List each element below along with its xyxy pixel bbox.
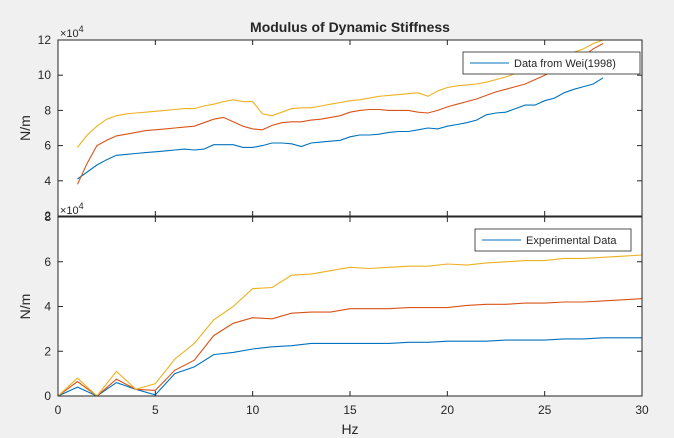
x-tick-label: 30: [635, 403, 649, 417]
y-tick-label: 2: [44, 344, 51, 358]
legend-entry: Data from Wei(1998): [514, 58, 616, 70]
y-tick-label: 10: [38, 68, 52, 82]
y-exponent-label: ×104: [60, 24, 84, 40]
y-exponent-label: ×104: [60, 201, 84, 217]
legend-entry: Experimental Data: [526, 235, 617, 247]
legend[interactable]: Experimental Data: [474, 228, 632, 252]
legend-box: [474, 228, 632, 252]
series-line-2: [77, 43, 604, 185]
y-axis-label: N/m: [17, 115, 33, 141]
y-tick-label: 4: [44, 174, 51, 188]
y-tick-label: 6: [44, 255, 51, 269]
y-tick-label: 4: [44, 300, 51, 314]
series-line-2: [58, 298, 642, 396]
x-tick-label: 15: [343, 403, 357, 417]
top-axes[interactable]: 2 4 6 8 10 12 ×104 N/m Data from Wei(1998): [17, 24, 643, 223]
y-tick-label: 12: [38, 33, 52, 47]
chart-title: Modulus of Dynamic Stiffness: [250, 19, 450, 35]
series-line-3: [58, 254, 642, 396]
legend[interactable]: Data from Wei(1998): [462, 51, 641, 75]
legend-box: [462, 51, 641, 75]
x-axis-label: Hz: [341, 421, 358, 437]
y-axis-label: N/m: [17, 294, 33, 320]
y-tick-label: 6: [44, 139, 51, 153]
x-tick-label: 20: [441, 403, 455, 417]
y-tick-label: 8: [44, 210, 51, 224]
x-tick-label: 0: [55, 403, 62, 417]
x-tick-label: 10: [246, 403, 260, 417]
series-line-1: [77, 77, 604, 180]
y-tick-label: 2: [44, 209, 51, 223]
y-tick-label: 8: [44, 103, 51, 117]
bottom-axes[interactable]: 0 5 10 15 20 25 30 0 2 4 6 8 ×104 N/m Hz Experimental D…: [17, 201, 649, 437]
y-tick-label: 0: [44, 389, 51, 403]
x-tick-label: 5: [152, 403, 159, 417]
x-tick-label: 25: [538, 403, 552, 417]
